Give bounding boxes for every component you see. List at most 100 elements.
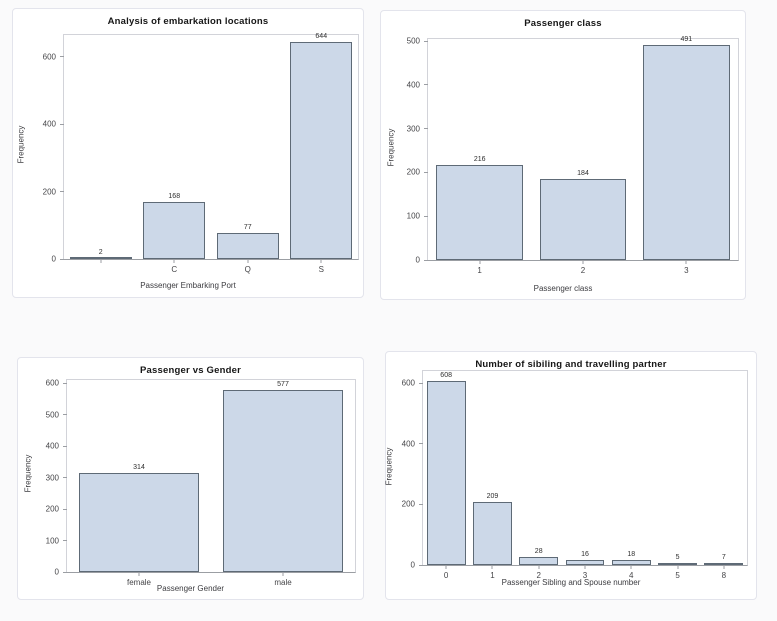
x-axis-label: Passenger class	[533, 284, 593, 293]
y-tick-label: 100	[406, 211, 420, 221]
bar-value-label: 77	[243, 224, 252, 232]
x-axis-label: Passenger Gender	[156, 584, 225, 593]
bar-value-label: 2	[98, 249, 103, 256]
bar-3	[565, 560, 605, 565]
y-axis-label: Frequency	[386, 128, 396, 167]
y-tick-label: 400	[42, 119, 56, 129]
x-tick-label: 4	[629, 571, 634, 580]
x-tick-label: 0	[443, 571, 449, 580]
y-tick-mark	[419, 443, 423, 445]
bar-1	[472, 501, 512, 565]
bar-value-label: 216	[473, 156, 486, 164]
bar-4	[611, 559, 651, 565]
y-tick-mark	[60, 258, 64, 260]
x-tick-label: 3	[684, 266, 689, 275]
y-tick-label: 0	[415, 255, 420, 265]
x-tick-label: 8	[721, 571, 727, 580]
bar-2	[519, 556, 559, 565]
y-tick-label: 300	[406, 124, 420, 134]
bar-value-label: 28	[534, 547, 543, 555]
y-tick-mark	[424, 215, 428, 217]
chart-panel-sibsp: Number of sibiling and travelling partne…	[385, 351, 757, 600]
bar-value-label: 608	[440, 371, 452, 379]
x-axis-label: Passenger Sibling and Spouse number	[501, 578, 641, 587]
y-axis-label: Frequency	[384, 447, 394, 486]
y-axis-label: Frequency	[16, 125, 26, 164]
chart-title: Number of sibiling and travelling partne…	[475, 359, 667, 370]
y-tick-mark	[63, 540, 67, 542]
x-tick-label: 2	[580, 266, 586, 275]
y-tick-label: 0	[410, 560, 415, 570]
x-tick-label: S	[318, 265, 324, 274]
x-tick-mark	[538, 565, 540, 569]
y-tick-mark	[424, 84, 428, 86]
y-tick-mark	[60, 191, 64, 193]
y-tick-mark	[63, 445, 67, 447]
chart-panel-gender: Passenger vs Gender 0 100 200 300 400 500 600 3…	[17, 357, 364, 600]
bar-2	[539, 179, 627, 260]
x-tick-mark	[247, 259, 249, 263]
y-tick-label: 200	[401, 499, 415, 509]
bar-value-label: 577	[277, 381, 289, 389]
y-tick-mark	[63, 508, 67, 510]
plot-area-sibsp: 0 200 400 600 608 0 209 1 28 2 16 3 18 4 5 5 7 8	[402, 370, 748, 580]
chart-title: Passenger class	[524, 18, 602, 29]
x-tick-mark	[723, 565, 725, 569]
bar-C	[143, 202, 206, 259]
chart-panel-embarkation: Analysis of embarkation locations 0 200 40…	[12, 8, 364, 298]
y-tick-label: 600	[42, 52, 56, 62]
x-tick-mark	[685, 260, 687, 264]
chart-panel-class: Passenger class 0 100 200 300 400 500 216 1 184 2…	[380, 10, 746, 300]
bar-male	[222, 390, 344, 572]
x-tick-mark	[138, 572, 140, 576]
x-tick-mark	[173, 259, 175, 263]
bar-Q	[216, 233, 279, 259]
x-tick-mark	[584, 565, 586, 569]
y-tick-mark	[424, 259, 428, 261]
y-tick-mark	[60, 56, 64, 58]
plot-area-embarkation: 0 200 400 600 2 168 C 77 Q 644 S	[43, 33, 359, 274]
x-tick-label: male	[274, 578, 292, 587]
bar-S	[290, 42, 353, 259]
plot-area-gender: 0 100 200 300 400 500 600 314 female 577 male	[46, 379, 356, 587]
y-tick-label: 500	[406, 36, 420, 46]
bar-8	[704, 562, 744, 565]
x-tick-label: 1	[477, 266, 482, 275]
y-tick-mark	[424, 128, 428, 130]
bar-value-label: 209	[486, 492, 499, 500]
bar-value-label: 168	[168, 193, 181, 201]
x-tick-label: C	[171, 265, 178, 274]
y-tick-label: 400	[401, 439, 415, 449]
x-tick-label: 2	[536, 571, 541, 580]
bar-value-label: 491	[680, 36, 693, 44]
y-tick-mark	[60, 123, 64, 125]
bar-5	[658, 563, 697, 565]
bar-value-label: 18	[627, 550, 636, 558]
plot-area-class: 0 100 200 300 400 500 216 1 184 2 491 3	[407, 36, 739, 275]
y-tick-label: 0	[54, 567, 59, 577]
x-axis-label: Passenger Embarking Port	[140, 281, 236, 290]
y-axis-label: Frequency	[23, 454, 33, 493]
x-tick-mark	[491, 565, 493, 569]
chart-title: Analysis of embarkation locations	[107, 16, 269, 27]
bar-value-label: 644	[315, 33, 328, 41]
y-tick-mark	[63, 382, 67, 384]
y-tick-label: 200	[45, 504, 59, 514]
bar-value-label: 16	[581, 551, 589, 559]
x-tick-mark	[320, 259, 322, 263]
bar-female	[78, 473, 200, 572]
x-tick-mark	[282, 572, 284, 576]
y-tick-label: 200	[42, 187, 56, 197]
x-tick-label: Q	[244, 265, 251, 274]
bar-value-label: 184	[577, 170, 589, 178]
y-tick-label: 400	[406, 80, 420, 90]
y-tick-label: 0	[51, 254, 56, 264]
bar-value-label: 7	[721, 553, 726, 561]
x-tick-mark	[479, 260, 481, 264]
bar-value-label: 5	[675, 554, 680, 562]
y-tick-mark	[419, 503, 423, 505]
bar-3	[642, 45, 730, 260]
y-tick-label: 600	[45, 378, 59, 388]
x-tick-label: 1	[490, 571, 495, 580]
x-tick-mark	[677, 565, 679, 569]
